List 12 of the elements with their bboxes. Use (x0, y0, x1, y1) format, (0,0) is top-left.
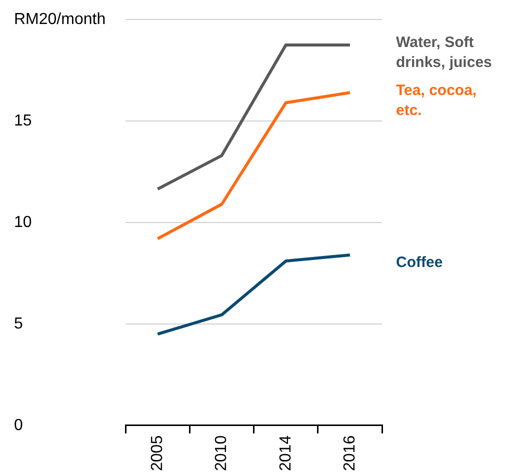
y-tick-label: 10 (14, 214, 32, 231)
y-tick-label: 0 (14, 416, 23, 434)
text: Coffee (396, 254, 443, 272)
x-tick-label: 2005 (149, 435, 166, 471)
x-tick-label: 2010 (213, 435, 230, 471)
y-tick-label: 15 (14, 112, 32, 130)
text: Tea, cocoa, etc. (396, 82, 477, 119)
y-tick-label: 5 (14, 315, 23, 332)
x-tick-label: 2016 (341, 435, 358, 471)
y-tick-label: RM20/month (14, 11, 106, 28)
text: Water, Soft drinks, juices (396, 34, 492, 72)
x-tick-label: 2014 (277, 435, 294, 471)
